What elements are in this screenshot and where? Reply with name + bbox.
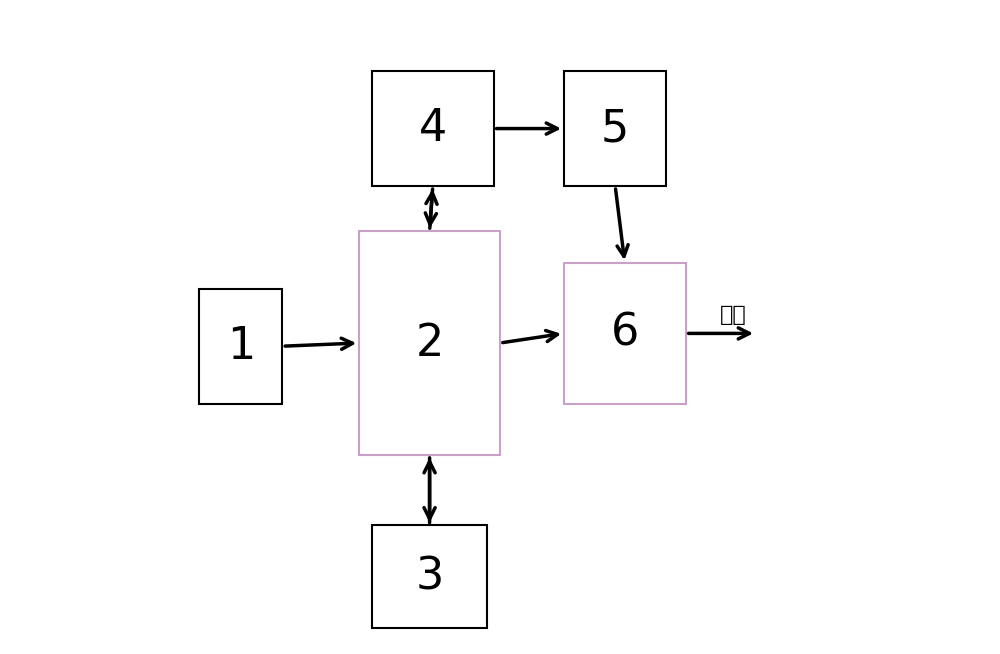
Text: 1: 1 [227, 324, 255, 368]
Text: 3: 3 [415, 555, 444, 598]
Bar [372, 525, 487, 628]
Bar [199, 288, 282, 404]
Text: 5: 5 [601, 107, 629, 150]
Text: 6: 6 [611, 312, 639, 355]
Bar [564, 263, 686, 404]
Text: 输出: 输出 [720, 305, 747, 326]
Text: 4: 4 [419, 107, 447, 150]
Bar [372, 71, 494, 186]
Text: 2: 2 [415, 322, 444, 364]
Bar [359, 231, 500, 455]
Bar [564, 71, 666, 186]
